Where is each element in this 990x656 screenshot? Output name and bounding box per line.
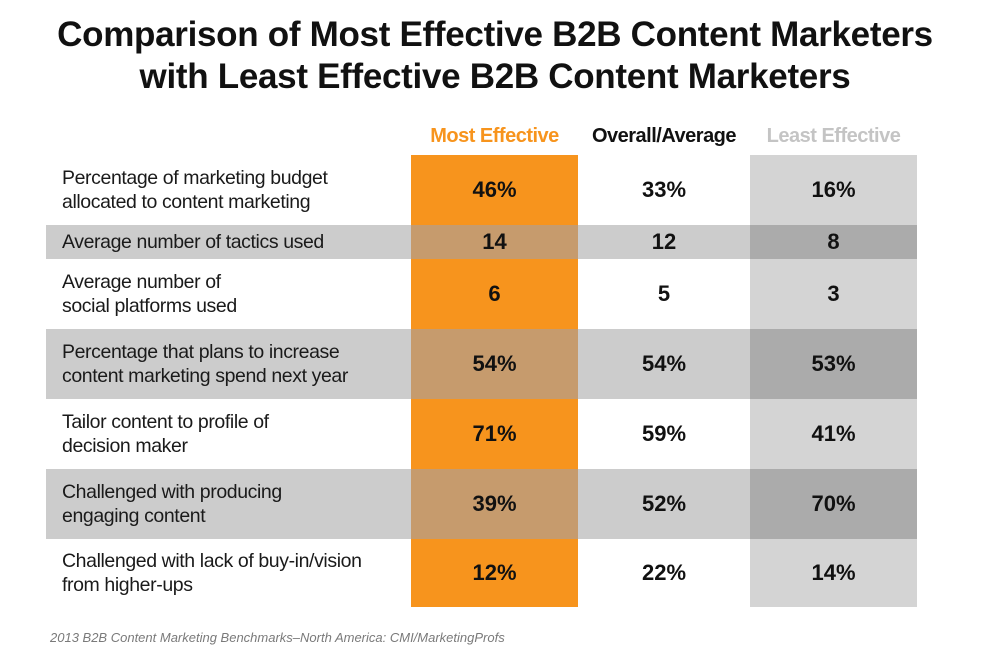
- value-most-effective: 54%: [472, 351, 517, 376]
- band-segment: [750, 225, 917, 259]
- title-line-1: Comparison of Most Effective B2B Content…: [57, 15, 933, 54]
- band-segment: [411, 329, 578, 399]
- band-segment: [750, 329, 917, 399]
- value-overall-average: 59%: [641, 421, 687, 446]
- band-segment: [750, 469, 917, 539]
- value-overall-average: 54%: [641, 351, 687, 376]
- band-segment: [411, 225, 578, 259]
- band-segment: [578, 329, 750, 399]
- value-most-effective: 12%: [472, 560, 517, 585]
- table-row: Average number of tactics used 14 12 8: [46, 225, 917, 259]
- value-most-effective: 46%: [472, 177, 517, 202]
- value-least-effective: 14%: [811, 560, 856, 585]
- band-segment: [578, 469, 750, 539]
- value-overall-average: 33%: [641, 177, 687, 202]
- row-band: [46, 469, 917, 539]
- value-overall-average: 5: [657, 281, 671, 306]
- title-line-2: with Least Effective B2B Content Markete…: [139, 57, 851, 96]
- value-overall-average: 22%: [641, 560, 687, 585]
- table-row: Percentage that plans to increase conten…: [46, 329, 917, 399]
- row-band: [46, 329, 917, 399]
- table-row: Tailor content to profile of decision ma…: [46, 399, 917, 469]
- table-row: Average number of social platforms used 6…: [46, 259, 917, 329]
- value-least-effective: 3: [827, 281, 840, 306]
- value-most-effective: 6: [488, 281, 501, 306]
- band-segment: [46, 225, 411, 259]
- chart-title: Comparison of Most Effective B2B Content…: [0, 14, 990, 98]
- value-least-effective: 70%: [811, 491, 856, 516]
- row-label: Average number of tactics used: [62, 231, 324, 253]
- band-segment: [46, 469, 411, 539]
- row-label: Challenged with lack of buy-in/vision fr…: [62, 550, 362, 596]
- value-most-effective: 14: [482, 229, 507, 254]
- value-overall-average: 12: [651, 229, 677, 254]
- column-header-most-effective: Most Effective: [430, 125, 559, 147]
- row-label: Percentage of marketing budget allocated…: [62, 167, 328, 213]
- value-overall-average: 52%: [641, 491, 687, 516]
- column-header-overall-average: Overall/Average: [591, 125, 737, 147]
- band-segment: [578, 225, 750, 259]
- row-label: Tailor content to profile of decision ma…: [62, 411, 269, 457]
- row-band: [46, 225, 917, 259]
- band-segment: [411, 469, 578, 539]
- value-most-effective: 71%: [472, 421, 517, 446]
- table-row: Challenged with lack of buy-in/vision fr…: [46, 539, 917, 607]
- table-row: Percentage of marketing budget allocated…: [46, 155, 917, 225]
- value-most-effective: 39%: [472, 491, 517, 516]
- column-header-least-effective: Least Effective: [766, 125, 901, 147]
- value-least-effective: 41%: [811, 421, 856, 446]
- value-least-effective: 8: [827, 229, 840, 254]
- table-row: Challenged with producing engaging conte…: [46, 469, 917, 539]
- row-label: Average number of social platforms used: [62, 271, 237, 317]
- row-label: Percentage that plans to increase conten…: [62, 341, 348, 387]
- source-note: 2013 B2B Content Marketing Benchmarks–No…: [50, 630, 505, 645]
- value-least-effective: 53%: [811, 351, 856, 376]
- row-label: Challenged with producing engaging conte…: [62, 481, 282, 527]
- band-segment: [46, 329, 411, 399]
- value-least-effective: 16%: [811, 177, 856, 202]
